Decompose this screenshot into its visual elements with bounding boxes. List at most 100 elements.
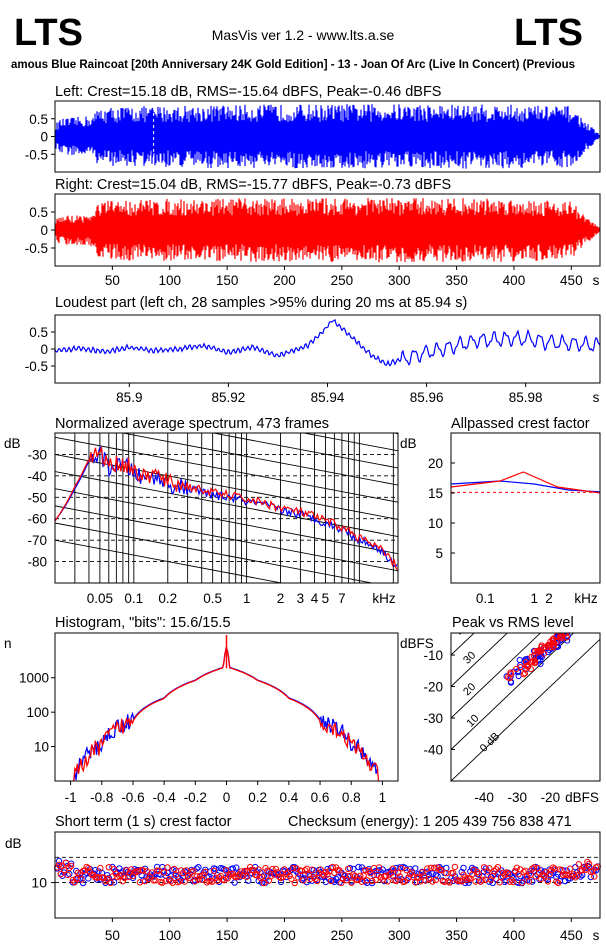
loudest-x-unit: s xyxy=(593,390,600,405)
short-crest-right-point xyxy=(345,865,352,872)
short-crest-right-point xyxy=(289,865,297,872)
short-crest-right-point xyxy=(305,871,312,879)
right-waveform-ytick-label: 0.5 xyxy=(29,205,48,220)
short-crest-left-point xyxy=(460,864,467,872)
short-crest-right-point xyxy=(104,876,111,883)
short-crest-y-label: dB xyxy=(5,836,22,851)
short-crest-right-point xyxy=(357,872,364,879)
histogram-title: Histogram, "bits": 15.6/15.5 xyxy=(55,615,231,631)
short-crest-right-point xyxy=(415,874,422,881)
loudest-xtick-label: 85.94 xyxy=(311,390,345,405)
peak-rms-diagonal xyxy=(451,633,575,750)
short-crest-left-point xyxy=(434,873,441,880)
short-crest-right-point xyxy=(584,858,591,866)
short-crest-right-point xyxy=(567,865,574,872)
short-crest-right-point xyxy=(506,878,514,885)
spectrum-xtick-label: 2 xyxy=(277,591,285,606)
short-crest-left-point xyxy=(412,865,419,872)
short-crest-right-point xyxy=(503,869,510,876)
short-crest-right-point xyxy=(85,864,92,872)
histogram-ytick-label: 1000 xyxy=(19,671,49,686)
crest-xtick-label: 2 xyxy=(545,591,553,606)
short-crest-title: Short term (1 s) crest factor xyxy=(55,814,232,830)
short-crest-left-point xyxy=(510,875,517,882)
short-crest-right-point xyxy=(401,878,409,885)
short-crest-right-point xyxy=(575,861,582,868)
short-crest-left-point xyxy=(475,877,483,884)
short-crest-right-point xyxy=(217,872,225,880)
short-crest-right-point xyxy=(129,872,137,879)
short-crest-left-point xyxy=(517,872,524,880)
short-crest-xtick-label: 350 xyxy=(445,928,468,943)
short-crest-right-point xyxy=(369,877,376,885)
short-crest-right-point xyxy=(348,879,355,886)
spectrum-right-line xyxy=(55,446,398,570)
spectrum-slope-line xyxy=(55,505,398,572)
peak-rms-y-label: dBFS xyxy=(400,636,434,651)
logo-left: LTS xyxy=(14,12,83,54)
histogram-xtick-label: -0.6 xyxy=(121,790,144,805)
peak-rms-right-point xyxy=(538,643,545,651)
short-crest-right-point xyxy=(467,875,474,882)
short-crest-right-point xyxy=(470,866,477,874)
app-title: MasVis ver 1.2 - www.lts.a.se xyxy=(212,27,395,43)
peak-rms-right-point xyxy=(563,634,570,641)
short-crest-right-point xyxy=(532,873,539,880)
histogram-xtick-label: -1 xyxy=(65,790,77,805)
short-crest-right-point xyxy=(520,868,527,876)
spectrum-xtick-label: 3 xyxy=(297,591,305,606)
peak-rms-left-point xyxy=(538,653,546,660)
short-crest-right-point xyxy=(394,869,402,876)
peak-rms-left-point xyxy=(564,637,571,644)
short-crest-left-point xyxy=(388,867,395,874)
loudest-ytick-label: 0.5 xyxy=(29,325,48,340)
short-crest-left-point xyxy=(176,875,183,882)
short-crest-right-point xyxy=(258,873,266,880)
spectrum-left-line xyxy=(55,445,398,568)
short-crest-right-point xyxy=(446,879,453,886)
short-crest-right-point xyxy=(398,865,405,872)
short-crest-right-point xyxy=(338,879,345,887)
short-crest-left-point xyxy=(529,878,536,885)
short-crest-left-point xyxy=(55,857,63,865)
short-crest-right-point xyxy=(336,867,343,874)
spectrum-ytick-label: -40 xyxy=(27,469,47,484)
short-crest-xtick-label: 200 xyxy=(273,928,296,943)
short-crest-right-point xyxy=(300,877,307,884)
short-crest-right-point xyxy=(66,864,73,871)
short-crest-right-point xyxy=(308,866,316,873)
short-crest-right-point xyxy=(329,863,336,871)
right-waveform-x-unit: s xyxy=(593,273,600,288)
short-crest-right-point xyxy=(375,864,383,871)
loudest-part-title: Loudest part (left ch, 28 samples >95% d… xyxy=(55,295,467,311)
short-crest-right-point xyxy=(171,865,178,873)
short-crest-right-point xyxy=(310,874,317,881)
short-crest-right-point xyxy=(494,864,502,871)
short-crest-right-point xyxy=(393,877,400,885)
short-crest-right-point xyxy=(210,867,218,874)
crest-xtick-label: 1 xyxy=(530,591,538,606)
histogram-xtick-label: -0.4 xyxy=(153,790,177,805)
peak-rms-diagonal xyxy=(451,633,475,656)
left-waveform-ytick-label: -0.5 xyxy=(25,147,48,162)
left-waveform-title: Left: Crest=15.18 dB, RMS=-15.64 dBFS, P… xyxy=(55,84,441,100)
short-crest-right-point xyxy=(486,865,493,872)
spectrum-ytick-label: -70 xyxy=(27,533,47,548)
peak-rms-ytick-label: -20 xyxy=(423,680,443,695)
short-crest-right-point xyxy=(64,871,71,879)
short-crest-right-point xyxy=(553,878,560,885)
short-crest-right-point xyxy=(315,869,323,877)
histogram-xtick-label: 0.2 xyxy=(248,790,267,805)
spectrum-ytick-label: -60 xyxy=(27,512,47,527)
peak-rms-frame xyxy=(450,632,601,782)
right-waveform-title: Right: Crest=15.04 dB, RMS=-15.77 dBFS, … xyxy=(55,177,451,193)
short-crest-right-point xyxy=(55,861,63,868)
peak-rms-left-point xyxy=(507,673,514,680)
short-crest-left-point xyxy=(572,864,579,871)
loudest-xtick-label: 85.98 xyxy=(509,390,543,405)
peak-rms-right-point xyxy=(507,670,515,678)
peak-rms-diagonal xyxy=(451,633,542,719)
short-crest-right-point xyxy=(360,872,367,879)
short-crest-right-point xyxy=(140,867,147,874)
